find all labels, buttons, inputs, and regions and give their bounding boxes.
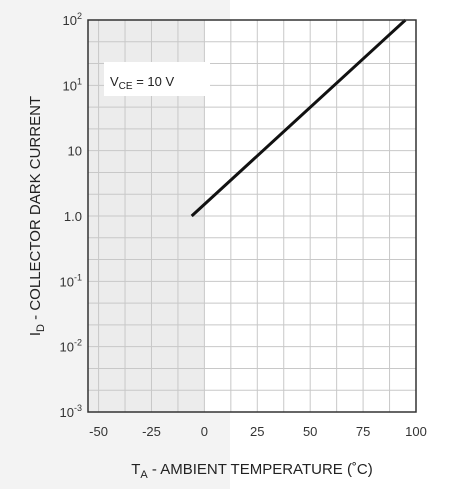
x-tick-label: 50 bbox=[303, 424, 317, 439]
y-tick-label: 10 bbox=[68, 144, 82, 159]
x-tick-label: -25 bbox=[142, 424, 161, 439]
x-tick-labels: -50 -25 0 25 50 75 100 bbox=[89, 424, 427, 439]
plot-frame bbox=[87, 19, 417, 413]
y-tick-labels: 102 101 10 1.0 10-1 10-2 10-3 bbox=[60, 11, 82, 420]
x-tick-label: 100 bbox=[405, 424, 427, 439]
x-axis-title: TA - AMBIENT TEMPERATURE (˚C) bbox=[131, 461, 373, 481]
y-tick-label: 101 bbox=[63, 76, 82, 93]
y-tick-label: 10-3 bbox=[60, 403, 82, 420]
series bbox=[190, 18, 407, 218]
y-tick-label: 102 bbox=[63, 11, 82, 28]
x-tick-label: 25 bbox=[250, 424, 264, 439]
x-tick-label: 0 bbox=[201, 424, 208, 439]
y-axis-title: ID - COLLECTOR DARK CURRENT bbox=[27, 96, 47, 336]
annotation-box bbox=[104, 62, 210, 96]
x-tick-label: 75 bbox=[356, 424, 370, 439]
series-line bbox=[190, 18, 407, 218]
y-tick-label: 10-2 bbox=[60, 338, 82, 355]
y-tick-label: 1.0 bbox=[64, 209, 82, 224]
annotation: VCE = 10 V bbox=[110, 74, 174, 92]
x-tick-label: -50 bbox=[89, 424, 108, 439]
y-tick-label: 10-1 bbox=[60, 272, 82, 289]
